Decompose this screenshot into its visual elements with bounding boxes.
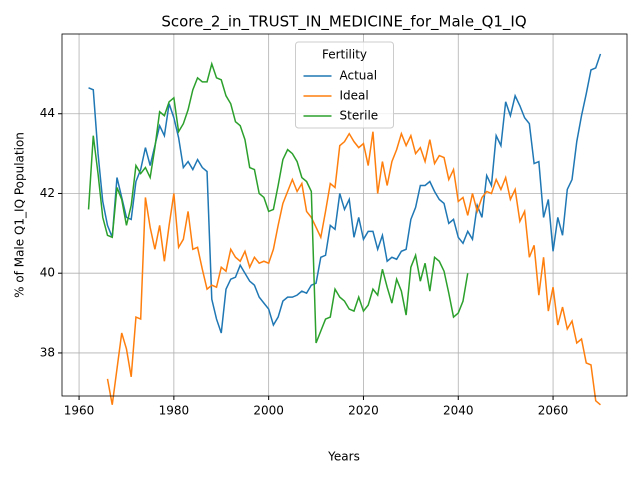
x-tick-label: 2040 bbox=[443, 404, 474, 418]
y-tick-label: 38 bbox=[40, 345, 55, 359]
y-axis-label: % of Male Q1_IQ Population bbox=[13, 132, 27, 298]
x-tick-label: 1980 bbox=[159, 404, 190, 418]
legend-label: Actual bbox=[340, 69, 378, 83]
x-tick-label: 2060 bbox=[538, 404, 569, 418]
plot-frame bbox=[61, 33, 628, 397]
legend: Fertility Actual Ideal Sterile bbox=[295, 41, 394, 129]
x-axis-label: Years bbox=[327, 450, 360, 464]
series-line bbox=[106, 131, 601, 406]
series-line bbox=[88, 53, 602, 334]
x-tick-label: 2020 bbox=[348, 404, 379, 418]
x-tick-label: 1960 bbox=[64, 404, 95, 418]
series-line bbox=[87, 61, 469, 344]
legend-label: Sterile bbox=[340, 109, 379, 123]
y-tick-label: 40 bbox=[40, 266, 55, 280]
x-tick-label: 2000 bbox=[253, 404, 284, 418]
legend-box bbox=[295, 41, 394, 129]
chart-title: Score_2_in_TRUST_IN_MEDICINE_for_Male_Q1… bbox=[161, 13, 526, 32]
y-tick-label: 44 bbox=[40, 106, 55, 120]
legend-title: Fertility bbox=[322, 48, 367, 62]
legend-label: Ideal bbox=[340, 89, 369, 103]
y-tick-label: 42 bbox=[40, 186, 55, 200]
